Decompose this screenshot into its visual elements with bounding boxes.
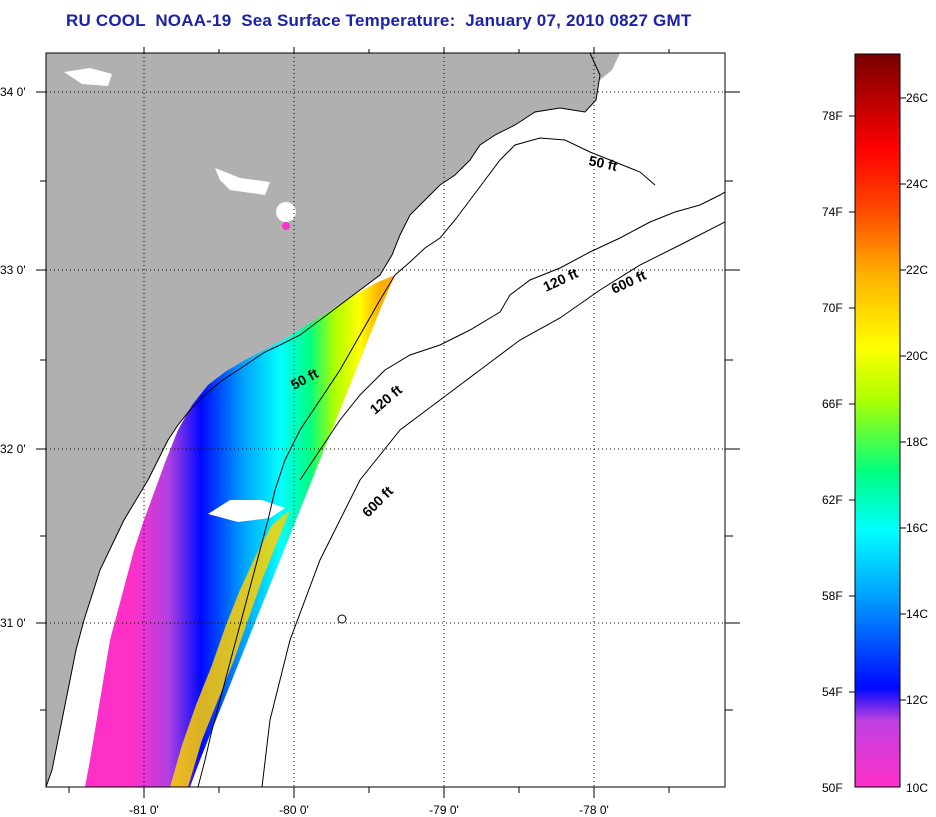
land-northeast (590, 53, 620, 80)
colorbar-label-c: 14C (906, 607, 928, 621)
latitude-label: 31 0' (0, 616, 26, 630)
sst-speck (282, 222, 290, 230)
contour-label: 120 ft (367, 381, 406, 417)
contour-50ft-north (394, 137, 656, 276)
contour-label: 120 ft (541, 265, 581, 295)
contour-label: 600 ft (609, 267, 649, 297)
colorbar-label-f: 78F (822, 109, 843, 123)
contour-closed-loop (337, 614, 347, 624)
chart-title: RU COOL NOAA-19 Sea Surface Temperature:… (66, 11, 692, 30)
latitude-label: 34 0' (0, 85, 26, 99)
map-plot-area (46, 53, 725, 787)
sst-warm-edge (170, 510, 290, 787)
colorbar-label-c: 16C (906, 521, 928, 535)
longitude-label: -79 0' (429, 803, 459, 817)
colorbar-label-f: 58F (822, 589, 843, 603)
map-frame (45, 52, 726, 788)
contour-label: 600 ft (359, 483, 396, 520)
cloud-patch (276, 202, 296, 222)
colorbar (854, 53, 901, 788)
latitude-label: 33 0' (0, 263, 26, 277)
contour-50ft-south (197, 274, 396, 787)
colorbar-label-c: 12C (906, 693, 928, 707)
longitude-label: -78 0' (579, 803, 609, 817)
colorbar-label-f: 62F (822, 493, 843, 507)
colorbar-label-f: 66F (822, 397, 843, 411)
axis-ticks (36, 47, 740, 798)
colorbar-label-f: 54F (822, 685, 843, 699)
latitude-label: 32 0' (0, 442, 26, 456)
longitude-label: -81 0' (129, 803, 159, 817)
colorbar-ticks (849, 97, 906, 701)
cloud-patch (64, 68, 112, 86)
colorbar-label-c: 26C (906, 91, 928, 105)
land-mass (46, 53, 600, 787)
cloud-patch (215, 168, 270, 195)
coastline (46, 53, 601, 787)
contour-600ft (261, 221, 725, 787)
colorbar-label-c: 20C (906, 349, 928, 363)
colorbar-label-c: 10C (906, 781, 928, 795)
colorbar-label-c: 18C (906, 435, 928, 449)
colorbar-label-f: 50F (822, 781, 843, 795)
contour-120ft (299, 191, 725, 481)
contour-label: 50 ft (587, 152, 619, 174)
colorbar-label-c: 22C (906, 263, 928, 277)
colorbar-label-c: 24C (906, 177, 928, 191)
colorbar-label-f: 70F (822, 301, 843, 315)
colorbar-label-f: 74F (822, 205, 843, 219)
longitude-label: -80 0' (279, 803, 309, 817)
cloud-patch (208, 500, 285, 522)
